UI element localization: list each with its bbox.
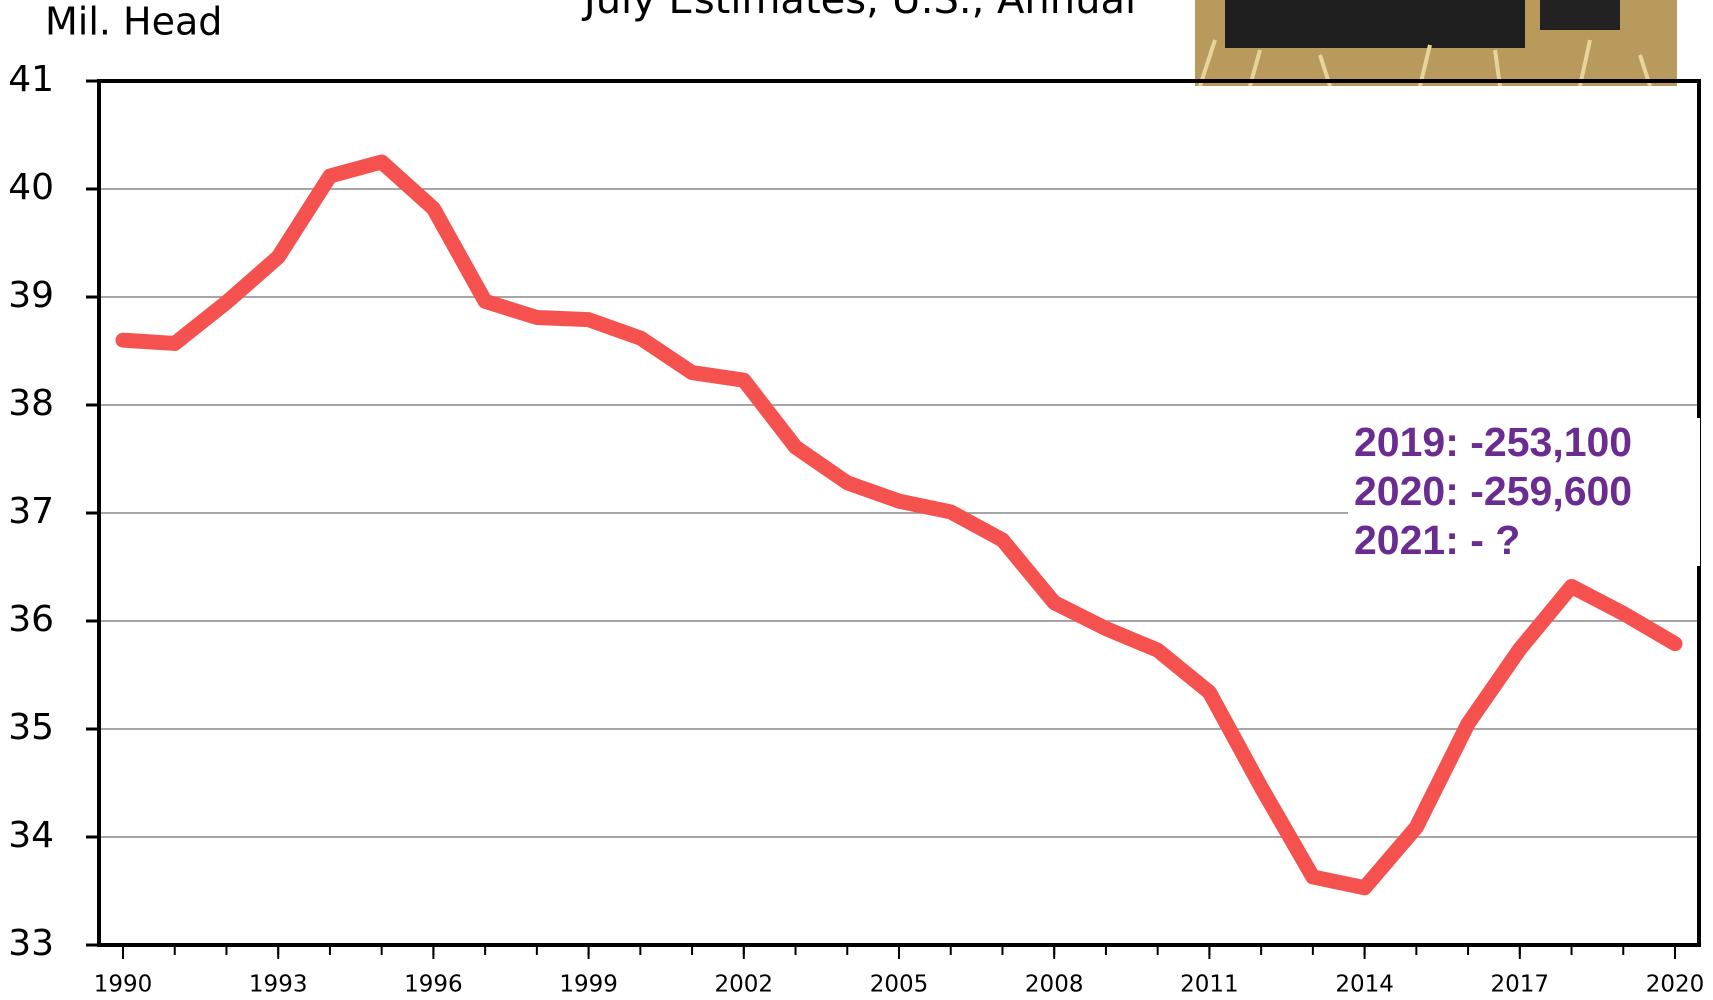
annotation: 2021: - ?: [1354, 517, 1520, 563]
x-tick-label: 2017: [1491, 972, 1550, 998]
chart-title: July Estimates, U.S., Annual: [581, 0, 1136, 23]
x-tick-label: 1990: [94, 972, 153, 998]
photo: [1195, 0, 1677, 86]
x-tick-label: 1999: [559, 972, 618, 998]
x-tick-label: 2014: [1335, 972, 1394, 998]
x-tick-label: 2008: [1025, 972, 1084, 998]
y-tick-label: 41: [8, 59, 54, 100]
y-tick-label: 40: [8, 167, 54, 208]
x-tick-label: 1996: [404, 972, 463, 998]
x-tick-label: 2011: [1180, 972, 1239, 998]
x-tick-label: 2002: [715, 972, 774, 998]
annotation: 2020: -259,600: [1354, 468, 1632, 514]
annotation: 2019: -253,100: [1354, 419, 1632, 465]
y-tick-label: 36: [8, 599, 54, 640]
x-tick-label: 2020: [1646, 972, 1705, 998]
chart: July Estimates, U.S., Annual Mil. Head 3…: [0, 0, 1713, 1000]
y-tick-label: 39: [8, 275, 54, 316]
y-tick-label: 38: [8, 383, 54, 424]
y-axis-label: Mil. Head: [45, 0, 222, 44]
y-tick-label: 37: [8, 491, 54, 532]
y-tick-label: 35: [8, 707, 54, 748]
x-tick-label: 1993: [249, 972, 308, 998]
y-tick-label: 34: [8, 815, 54, 856]
y-tick-label: 33: [8, 923, 54, 964]
x-tick-label: 2005: [870, 972, 929, 998]
